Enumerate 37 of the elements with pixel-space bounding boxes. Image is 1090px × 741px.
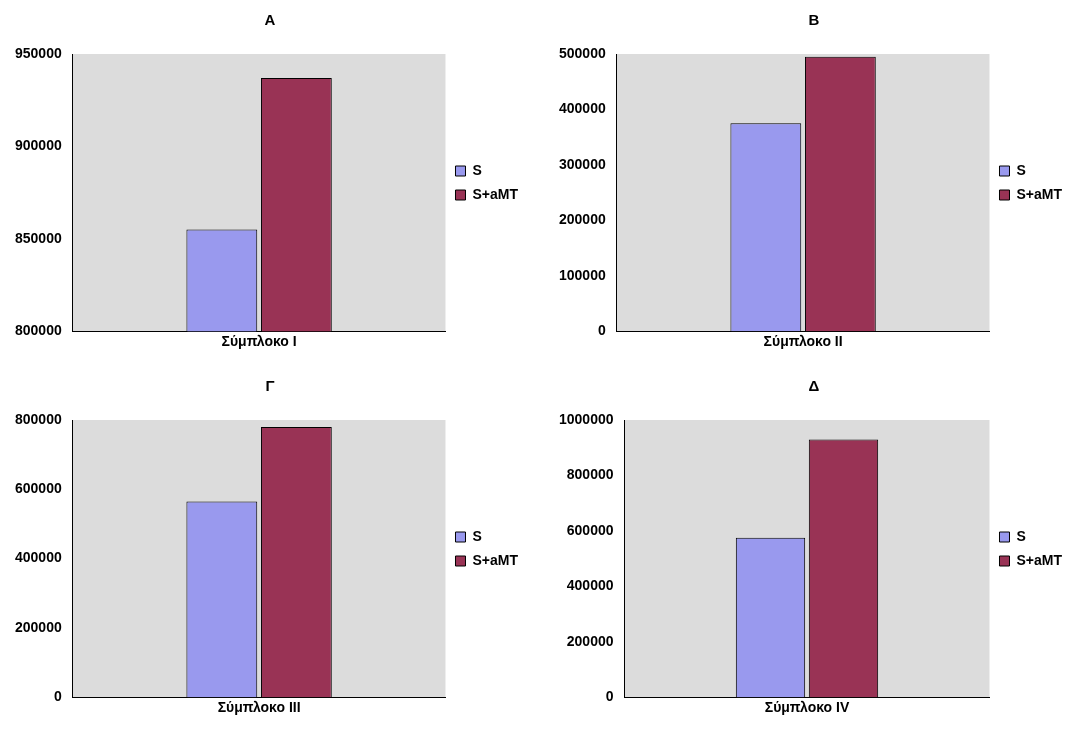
y-tick-label: 800000 [566, 466, 614, 483]
y-tick-label: 200000 [559, 211, 606, 228]
y-tick-label: 0 [605, 688, 614, 705]
y-tick-label: 950000 [15, 44, 62, 61]
y-tick-label: 200000 [566, 632, 614, 649]
y-tick-label: 400000 [566, 577, 614, 594]
y-tick-label: 900000 [15, 137, 62, 154]
y-tick-label: 850000 [15, 229, 62, 246]
legend-label: S [472, 527, 482, 544]
y-tick-label: 600000 [15, 480, 62, 497]
y-tick-label: 0 [53, 688, 62, 705]
y-tick-label: 400000 [559, 100, 606, 117]
legend-label: S+aMT [1016, 185, 1063, 202]
x-tick-label: Σύμπλοκο I [221, 333, 297, 350]
x-tick-label: Σύμπλοκο II [763, 333, 843, 350]
y-tick-label: 500000 [559, 44, 606, 61]
legend-label: S+aMT [472, 185, 519, 202]
y-tick-label: 800000 [15, 410, 62, 427]
legend-label: S [1016, 527, 1026, 544]
chart-title: A [264, 11, 276, 29]
legend-label: S [472, 161, 482, 178]
y-tick-label: 1000000 [558, 410, 614, 427]
x-tick-label: Σύμπλοκο III [217, 699, 301, 716]
legend-label: S+aMT [472, 551, 519, 568]
y-tick-label: 600000 [566, 521, 614, 538]
y-tick-label: 200000 [15, 618, 62, 635]
y-tick-label: 0 [597, 322, 606, 339]
chart-title: Γ [265, 377, 275, 395]
chart-title: Δ [808, 377, 820, 395]
x-tick-label: Σύμπλοκο IV [764, 699, 850, 716]
y-tick-label: 800000 [15, 322, 62, 339]
legend-label: S [1016, 161, 1026, 178]
y-tick-label: 100000 [559, 266, 606, 283]
chart-title: B [808, 11, 820, 29]
y-tick-label: 300000 [559, 155, 606, 172]
legend-label: S+aMT [1016, 551, 1063, 568]
y-tick-label: 400000 [15, 549, 62, 566]
